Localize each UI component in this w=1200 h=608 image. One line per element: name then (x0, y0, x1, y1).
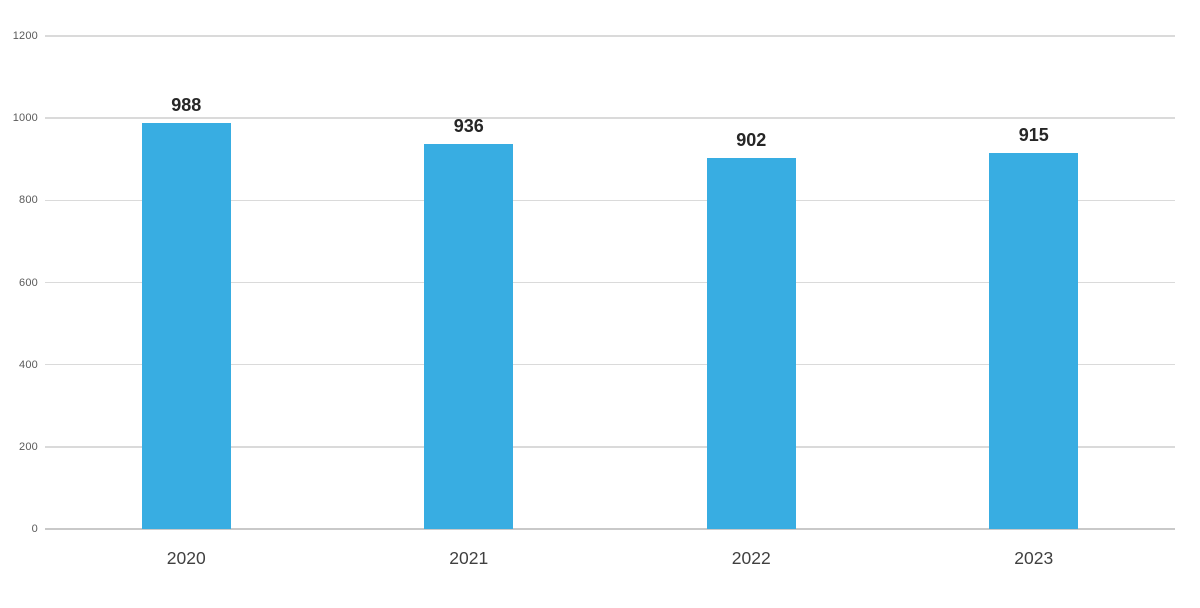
y-axis-tick-label: 200 (19, 440, 38, 453)
bar (141, 123, 231, 529)
y-axis-tick-label: 1000 (12, 112, 38, 125)
x-axis-label: 2022 (731, 548, 771, 568)
y-axis-tick-label: 800 (19, 194, 38, 207)
gridline (45, 363, 1175, 366)
bar-value-label: 936 (453, 116, 484, 137)
gridline (45, 199, 1175, 202)
x-axis-line (45, 528, 1175, 530)
bar (424, 144, 514, 529)
x-axis-label: 2023 (1014, 548, 1054, 568)
bar-value-label: 915 (1018, 125, 1049, 146)
x-axis-label: 2020 (166, 548, 206, 568)
bar-value-label: 988 (171, 95, 202, 116)
y-axis-tick-label: 600 (19, 276, 38, 289)
bar (989, 153, 1079, 529)
bar-value-label: 902 (736, 130, 767, 151)
x-axis-label: 2021 (449, 548, 489, 568)
bar (706, 158, 796, 529)
gridline (45, 281, 1175, 284)
gridline (45, 117, 1175, 119)
y-axis-tick-label: 400 (19, 358, 38, 371)
y-axis-tick-label: 1200 (12, 30, 38, 42)
gridline (45, 35, 1175, 37)
gridline (45, 446, 1175, 448)
y-axis-tick-label: 0 (31, 523, 38, 535)
